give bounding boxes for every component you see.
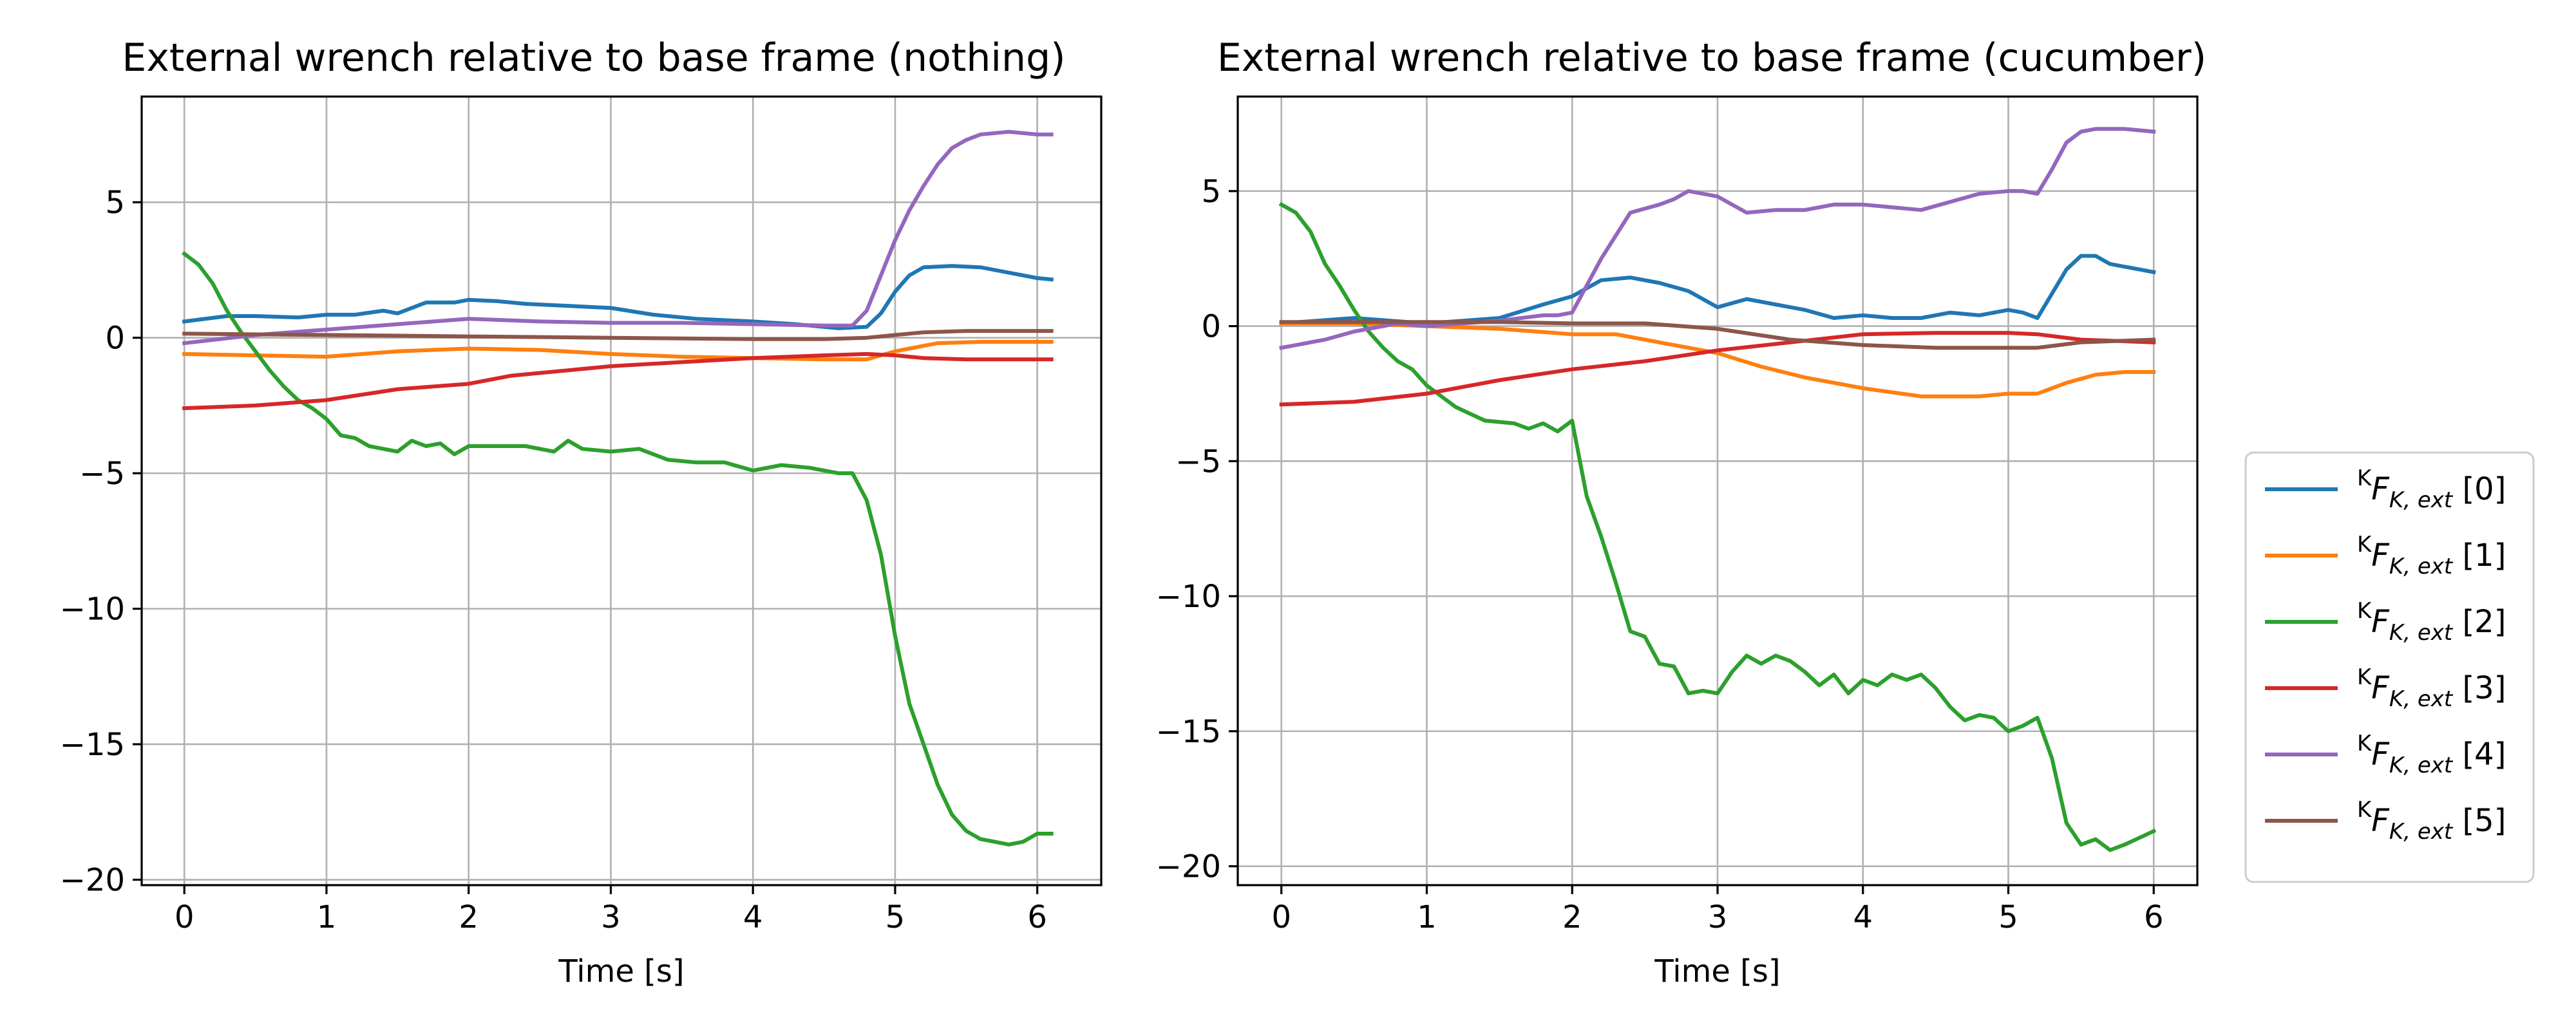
legend-label: KFK, ext [5] [2357, 797, 2506, 845]
legend-label: KFK, ext [0] [2357, 465, 2506, 513]
y-tick-label: 5 [105, 185, 125, 221]
legend-entry: KFK, ext [3] [2265, 664, 2506, 712]
y-tick-label: −5 [79, 456, 125, 492]
chart-cucumber: External wrench relative to base frame (… [1156, 35, 2206, 989]
y-tick-label: −10 [1156, 579, 1221, 615]
legend-label: KFK, ext [1] [2357, 532, 2506, 579]
x-tick-label: 5 [1998, 899, 2018, 935]
series-line-4 [182, 129, 1054, 346]
x-tick-label: 4 [743, 899, 763, 935]
ticks: 0 1 2 3 4 5 6 5 0 −5 −10 −15 −20 [60, 185, 1047, 935]
grid [142, 97, 1101, 885]
series-line-3 [1279, 331, 2156, 407]
x-tick-label: 6 [1027, 899, 1047, 935]
ticks: 0 1 2 3 4 5 6 5 0 −5 −10 −15 −20 [1156, 174, 2164, 935]
series-line-0 [1279, 254, 2156, 326]
y-tick-label: 0 [1201, 309, 1221, 345]
legend-items: KFK, ext [0] KFK, ext [1] KFK, ext [2] KFK,… [2265, 465, 2506, 845]
series-line-4 [1279, 127, 2156, 350]
x-tick-label: 4 [1853, 899, 1873, 935]
x-axis-label: Time [s] [558, 953, 684, 989]
legend-entry: KFK, ext [1] [2265, 532, 2506, 579]
y-tick-label: −20 [60, 863, 125, 899]
legend-label: KFK, ext [2] [2357, 598, 2506, 646]
x-tick-label: 0 [175, 899, 194, 935]
y-tick-label: −20 [1156, 849, 1221, 885]
x-tick-label: 2 [459, 899, 478, 935]
x-tick-label: 5 [886, 899, 905, 935]
series-line-1 [1279, 321, 2156, 398]
y-tick-label: −15 [60, 727, 125, 763]
series-group [1278, 127, 2157, 852]
legend: KFK, ext [0] KFK, ext [1] KFK, ext [2] KFK,… [2244, 451, 2535, 883]
chart-title: External wrench relative to base frame (… [1217, 35, 2206, 80]
series-line-3 [182, 351, 1054, 411]
series-line-1 [182, 340, 1054, 362]
x-axis-label: Time [s] [1654, 953, 1780, 989]
legend-entry: KFK, ext [0] [2265, 465, 2506, 513]
chart-nothing: External wrench relative to base frame (… [60, 35, 1103, 989]
legend-label: KFK, ext [3] [2357, 664, 2506, 712]
x-tick-label: 6 [2144, 899, 2164, 935]
legend-entry: KFK, ext [4] [2265, 731, 2506, 778]
x-tick-label: 3 [1708, 899, 1728, 935]
legend-entry: KFK, ext [2] [2265, 598, 2506, 646]
legend-box [2244, 451, 2535, 883]
series-line-5 [182, 329, 1054, 341]
chart-title: External wrench relative to base frame (… [122, 35, 1065, 80]
series-line-5 [1279, 320, 2156, 350]
x-tick-label: 0 [1271, 899, 1291, 935]
legend-entry: KFK, ext [5] [2265, 797, 2506, 845]
x-tick-label: 1 [317, 899, 337, 935]
y-tick-label: −10 [60, 592, 125, 628]
plot-frame [140, 95, 1103, 886]
y-tick-label: −5 [1175, 444, 1221, 480]
legend-label: KFK, ext [4] [2357, 731, 2506, 778]
series-group [181, 129, 1054, 847]
y-tick-label: 5 [1201, 174, 1221, 210]
x-tick-label: 1 [1417, 899, 1437, 935]
x-tick-label: 3 [601, 899, 621, 935]
series-line-2 [1278, 201, 2157, 852]
y-tick-label: −15 [1156, 714, 1221, 750]
y-tick-label: 0 [105, 321, 125, 357]
x-tick-label: 2 [1562, 899, 1582, 935]
series-line-0 [182, 264, 1054, 330]
grid [1238, 97, 2197, 885]
